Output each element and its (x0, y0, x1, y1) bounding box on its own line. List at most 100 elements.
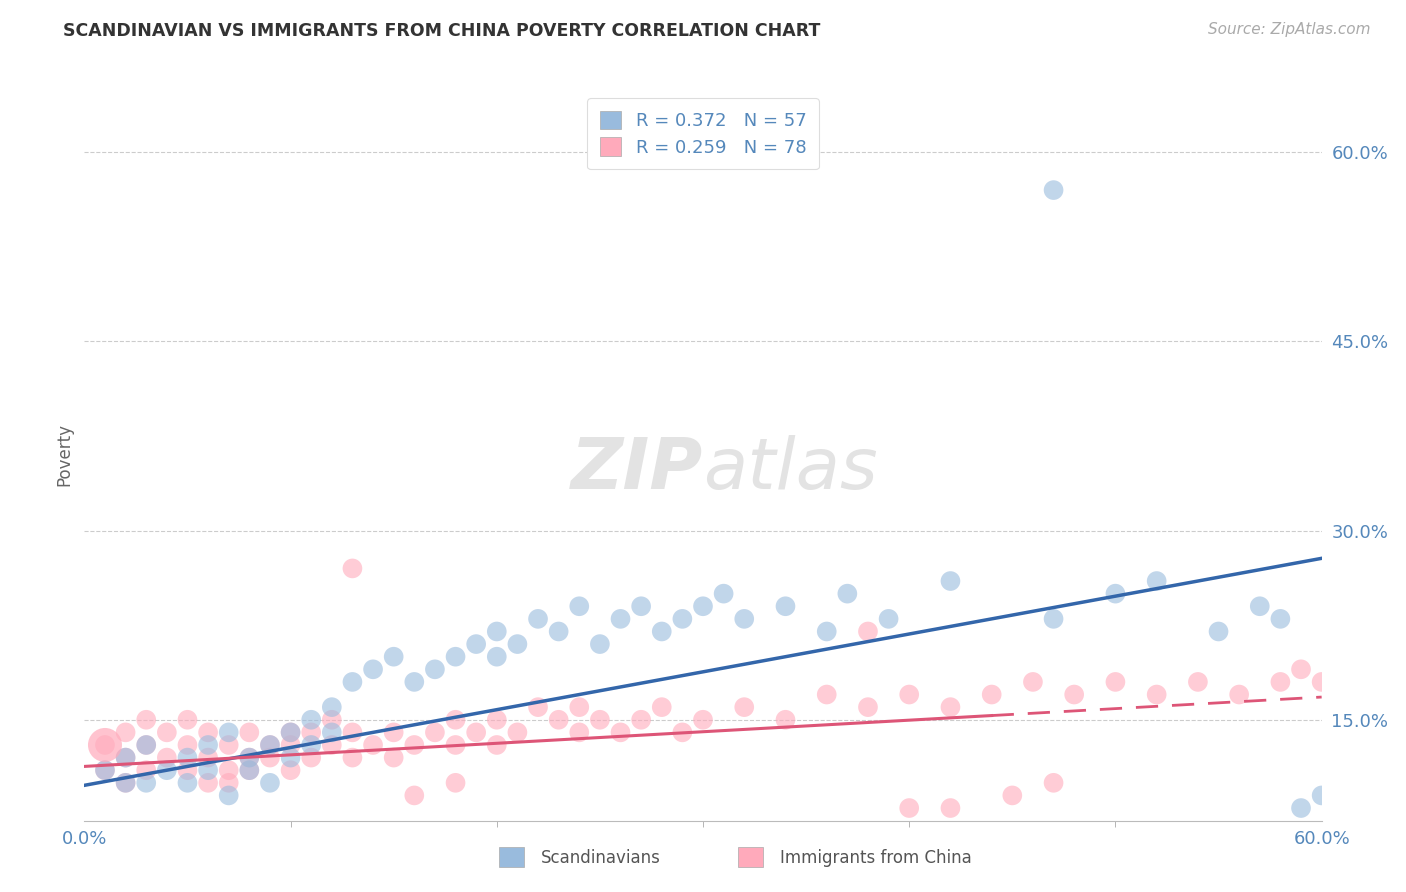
Point (176, 713, 198, 727)
Legend: R = 0.372   N = 57, R = 0.259   N = 78: R = 0.372 N = 57, R = 0.259 N = 78 (586, 98, 820, 169)
Point (135, 738, 157, 752)
Point (609, 725, 631, 739)
Point (238, 763, 260, 777)
Point (238, 750, 260, 764)
Point (671, 725, 693, 739)
Point (939, 801, 962, 815)
Point (321, 713, 343, 727)
Point (218, 789, 240, 803)
Point (547, 624, 569, 639)
Point (465, 637, 488, 651)
Point (280, 763, 302, 777)
Point (733, 700, 755, 714)
Point (692, 713, 714, 727)
Point (589, 637, 612, 651)
Point (280, 725, 302, 739)
Point (1104, 674, 1126, 689)
Point (1146, 574, 1168, 588)
Point (485, 738, 508, 752)
Point (651, 700, 673, 714)
Point (1270, 612, 1292, 626)
Point (197, 776, 219, 790)
Point (94, 763, 117, 777)
Point (1042, 776, 1064, 790)
Point (939, 700, 962, 714)
Point (156, 750, 179, 764)
Point (485, 713, 508, 727)
Point (527, 700, 550, 714)
Point (1146, 688, 1168, 702)
Bar (738, 847, 763, 867)
Point (197, 725, 219, 739)
Y-axis label: Poverty: Poverty (55, 424, 73, 486)
Point (1022, 674, 1045, 689)
Point (135, 738, 157, 752)
Point (197, 738, 219, 752)
Point (815, 624, 838, 639)
Point (444, 649, 467, 664)
Point (837, 587, 859, 601)
Point (527, 612, 550, 626)
Point (280, 725, 302, 739)
Point (547, 713, 569, 727)
Point (506, 637, 529, 651)
Point (114, 776, 136, 790)
Point (382, 725, 405, 739)
Text: SCANDINAVIAN VS IMMIGRANTS FROM CHINA POVERTY CORRELATION CHART: SCANDINAVIAN VS IMMIGRANTS FROM CHINA PO… (63, 22, 821, 40)
Point (713, 587, 735, 601)
Point (321, 700, 343, 714)
Point (299, 750, 322, 764)
Point (342, 674, 364, 689)
Point (1289, 801, 1312, 815)
Point (1042, 183, 1064, 197)
Point (589, 713, 612, 727)
Point (321, 725, 343, 739)
Point (299, 738, 322, 752)
Point (94, 738, 117, 752)
Point (1227, 688, 1250, 702)
Point (939, 574, 962, 588)
Point (361, 662, 384, 676)
Point (444, 738, 467, 752)
Text: Source: ZipAtlas.com: Source: ZipAtlas.com (1208, 22, 1371, 37)
Point (176, 763, 198, 777)
Point (114, 776, 136, 790)
Point (404, 789, 426, 803)
Point (259, 776, 281, 790)
Point (114, 725, 136, 739)
Point (342, 725, 364, 739)
Point (1187, 674, 1209, 689)
Point (465, 725, 488, 739)
Point (692, 599, 714, 614)
Point (485, 624, 508, 639)
Point (856, 700, 879, 714)
Point (259, 738, 281, 752)
Point (238, 725, 260, 739)
Point (1249, 599, 1271, 614)
Point (404, 674, 426, 689)
Point (197, 750, 219, 764)
Point (568, 700, 591, 714)
Point (382, 750, 405, 764)
Point (733, 612, 755, 626)
Point (1063, 688, 1085, 702)
Point (1310, 789, 1333, 803)
Point (444, 776, 467, 790)
Text: Scandinavians: Scandinavians (541, 849, 661, 867)
Point (176, 738, 198, 752)
Point (898, 688, 921, 702)
Point (238, 750, 260, 764)
Point (382, 649, 405, 664)
Point (342, 561, 364, 575)
Point (238, 763, 260, 777)
Point (423, 725, 446, 739)
Point (856, 624, 879, 639)
Point (156, 725, 179, 739)
Point (259, 738, 281, 752)
Point (630, 599, 652, 614)
Text: Immigrants from China: Immigrants from China (780, 849, 972, 867)
Point (980, 688, 1002, 702)
Point (877, 612, 900, 626)
Point (94, 738, 117, 752)
Point (197, 763, 219, 777)
